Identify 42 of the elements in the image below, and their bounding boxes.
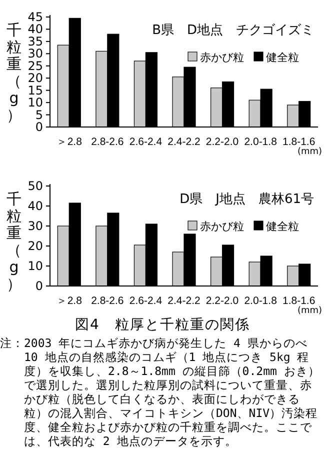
y-tick-label: 35 <box>28 34 43 48</box>
y-tick-label: 20 <box>28 71 43 86</box>
x-axis-title: (mm) <box>297 147 322 157</box>
legend-label: 赤かび粒 <box>200 220 244 233</box>
x-tick-label: 2.2-2.0 <box>206 136 239 148</box>
y-tick-label: 40 <box>28 22 43 36</box>
legend-label: 赤かび粒 <box>200 51 244 64</box>
y-axis-title: 千粒重（g） <box>6 21 22 124</box>
y-tick-label: 0 <box>35 279 43 293</box>
y-tick-label: 15 <box>28 83 43 98</box>
x-tick-label: 2.6-2.4 <box>129 136 162 148</box>
y-tick-label: 50 <box>28 179 43 193</box>
legend-label: 健全粒 <box>266 220 299 233</box>
y-tick-label: 30 <box>28 46 43 61</box>
y-tick-label: 40 <box>28 199 43 213</box>
y-tick-label: 10 <box>28 96 43 110</box>
x-tick-label: 2.8-2.6 <box>91 295 124 307</box>
y-tick-label: 30 <box>28 219 43 233</box>
x-axis-title: (mm) <box>297 306 322 316</box>
x-tick-label: 2.8-2.6 <box>91 136 124 148</box>
y-tick-label: 5 <box>35 108 43 122</box>
x-tick-label: 2.0-1.8 <box>244 295 278 307</box>
x-tick-label: 1.8-1.6 <box>282 136 316 148</box>
y-tick-label: 20 <box>28 239 43 253</box>
text: D県 J地点 農林61号 <box>180 192 314 207</box>
x-tick-label: ＞2.8 <box>56 136 82 148</box>
caption: 図4 粒厚と千粒重の関係 <box>74 316 251 334</box>
x-tick-label: 2.4-2.2 <box>168 136 200 148</box>
x-tick-label: 2.0-1.8 <box>244 136 278 148</box>
y-tick-label: 45 <box>28 10 43 24</box>
y-tick-label: 10 <box>28 259 43 273</box>
x-tick-label: ＞2.8 <box>56 295 82 307</box>
text: 注：2003 年にコムギ赤かび病が発生した 4 県からのべ 10 地点の自然感染のコムギ（1 地点につき 5kg 程度）を収集し、2.8～1.8mm の縦目篩（0.2mm おき）で選別した。選別した粒厚別の試料について重量、赤かび粒（脱色して白くなるか、表面にしわができる粒）の混入割合、マイコトキシン（DON、NIV）汚染程度、健全粒および赤かび粒の千粒重を調べた。ここでは、代表的な 2 地点のデータを示す。 <box>0 336 321 448</box>
text: B県 D地点 チクゴイズミ <box>152 23 314 38</box>
y-tick-label: 0 <box>35 120 43 134</box>
x-tick-label: 1.8-1.6 <box>282 295 316 307</box>
x-tick-label: 2.6-2.4 <box>129 295 162 307</box>
legend-label: 健全粒 <box>266 51 299 64</box>
x-tick-label: 2.4-2.2 <box>168 295 200 307</box>
x-tick-label: 2.2-2.0 <box>206 295 239 307</box>
y-tick-label: 25 <box>28 58 43 73</box>
y-axis-title: 千粒重（g） <box>6 190 22 293</box>
